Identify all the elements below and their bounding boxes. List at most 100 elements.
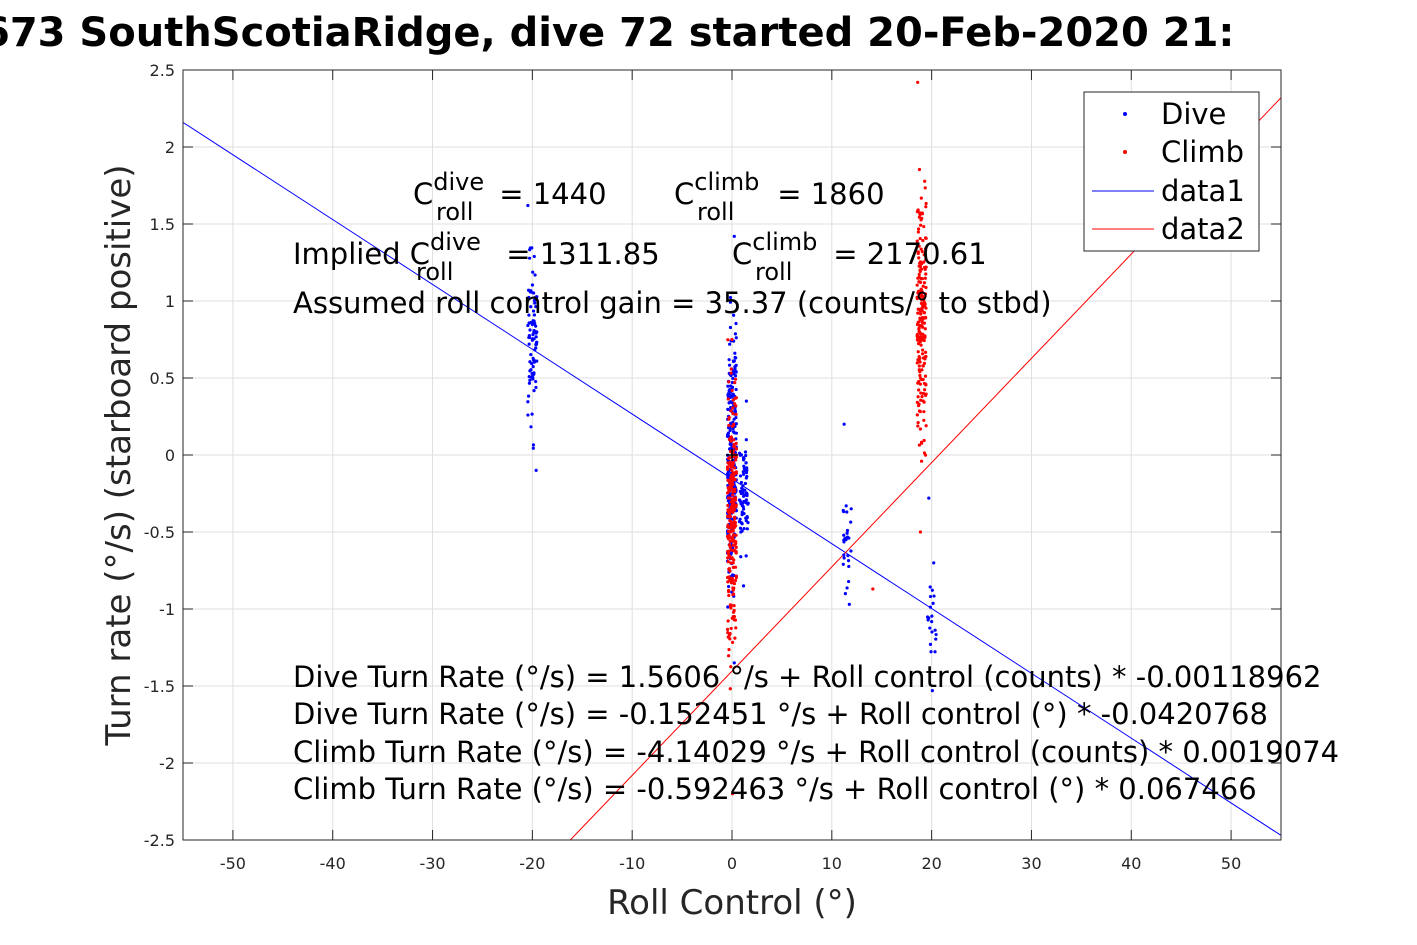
- dive-point: [532, 313, 537, 317]
- dive-point: [742, 527, 746, 531]
- climb-point: [921, 377, 925, 382]
- dive-point: [930, 620, 934, 624]
- climb-point: [919, 223, 923, 227]
- implied-dive-sup: dive: [430, 228, 481, 256]
- climb-point: [922, 253, 926, 257]
- climb-point: [733, 471, 737, 475]
- climb-point: [916, 395, 920, 399]
- dive-point: [743, 450, 748, 454]
- climb-point: [916, 230, 920, 234]
- dive-point: [534, 379, 538, 384]
- dive-point: [526, 203, 530, 208]
- dive-point: [533, 273, 537, 277]
- climb-point: [915, 322, 920, 327]
- climb-point: [734, 533, 738, 537]
- climb-point: [919, 318, 924, 322]
- dive-point: [726, 470, 731, 474]
- dive-eq-degrees: Dive Turn Rate (°/s) = -0.152451 °/s + R…: [293, 697, 1268, 731]
- climb-point: [733, 496, 738, 500]
- climb-point: [922, 260, 926, 264]
- climb-point: [729, 556, 733, 560]
- dive-point: [739, 491, 743, 496]
- climb-point: [728, 530, 733, 534]
- legend-data2-label: data2: [1161, 212, 1245, 246]
- climb-point: [731, 593, 735, 597]
- climb-point: [727, 567, 731, 571]
- climb-point: [918, 339, 922, 344]
- x-tick-label: -20: [519, 854, 545, 873]
- dive-point: [531, 377, 535, 381]
- c-roll-dive-sub: roll: [436, 198, 473, 226]
- climb-point: [734, 551, 738, 555]
- dive-point: [928, 585, 932, 589]
- climb-point: [922, 310, 926, 315]
- dive-point: [846, 554, 850, 558]
- dive-point: [842, 533, 846, 537]
- climb-point: [729, 367, 733, 371]
- implied-climb-base: C: [732, 237, 752, 271]
- climb-point: [917, 355, 921, 359]
- climb-point: [729, 526, 733, 530]
- climb-point: [726, 478, 730, 482]
- dive-point: [531, 332, 535, 337]
- dive-point: [726, 384, 730, 388]
- climb-point: [916, 335, 920, 339]
- dive-point: [933, 650, 937, 654]
- dive-point: [733, 365, 737, 369]
- climb-point: [728, 455, 732, 460]
- dive-point: [728, 342, 732, 346]
- dive-point: [531, 365, 535, 369]
- climb-point: [731, 534, 735, 539]
- dive-point: [728, 325, 733, 330]
- dive-point: [732, 359, 736, 364]
- x-tick-label: 40: [1121, 854, 1141, 873]
- climb-point: [727, 648, 731, 652]
- climb-point: [919, 312, 923, 316]
- climb-point: [921, 238, 925, 243]
- y-tick-label: -2.5: [144, 831, 175, 850]
- climb-point: [732, 614, 737, 619]
- climb-point: [734, 574, 738, 578]
- dive-point: [729, 373, 733, 378]
- climb-point: [920, 211, 924, 215]
- dive-point: [842, 556, 846, 560]
- dive-point: [745, 468, 749, 472]
- dive-point: [927, 616, 931, 620]
- climb-point: [734, 455, 738, 459]
- climb-point: [729, 520, 733, 524]
- climb-point: [917, 215, 921, 219]
- climb-point: [734, 545, 738, 549]
- dive-point: [843, 592, 847, 596]
- climb-point: [729, 409, 733, 413]
- climb-point: [733, 578, 738, 583]
- climb-point: [917, 388, 921, 392]
- y-tick-label: 0: [165, 446, 175, 465]
- climb-point: [729, 626, 733, 631]
- dive-point: [744, 498, 748, 502]
- dive-point: [928, 594, 933, 599]
- dive-point: [731, 376, 735, 381]
- climb-point: [732, 466, 737, 470]
- dive-point: [745, 527, 749, 531]
- climb-point: [923, 292, 928, 296]
- implied-climb-sup: climb: [752, 228, 817, 256]
- climb-point: [727, 437, 731, 442]
- climb-point: [922, 418, 926, 422]
- dive-point: [534, 305, 538, 309]
- dive-point: [529, 290, 533, 294]
- dive-point: [527, 321, 531, 325]
- dive-eq-counts: Dive Turn Rate (°/s) = 1.5606 °/s + Roll…: [293, 660, 1321, 694]
- implied-dive-sub: roll: [416, 258, 453, 286]
- dive-point: [532, 389, 536, 393]
- implied-dive-value: = 1311.85: [497, 237, 660, 271]
- dive-point: [534, 341, 539, 345]
- climb-point: [917, 379, 921, 384]
- climb-point: [731, 489, 735, 494]
- climb-point: [727, 380, 731, 384]
- dive-point: [528, 360, 532, 364]
- climb-point: [919, 196, 923, 200]
- climb-point: [726, 560, 730, 564]
- dive-point: [842, 553, 846, 557]
- climb-point: [728, 485, 732, 489]
- dive-point: [928, 642, 933, 646]
